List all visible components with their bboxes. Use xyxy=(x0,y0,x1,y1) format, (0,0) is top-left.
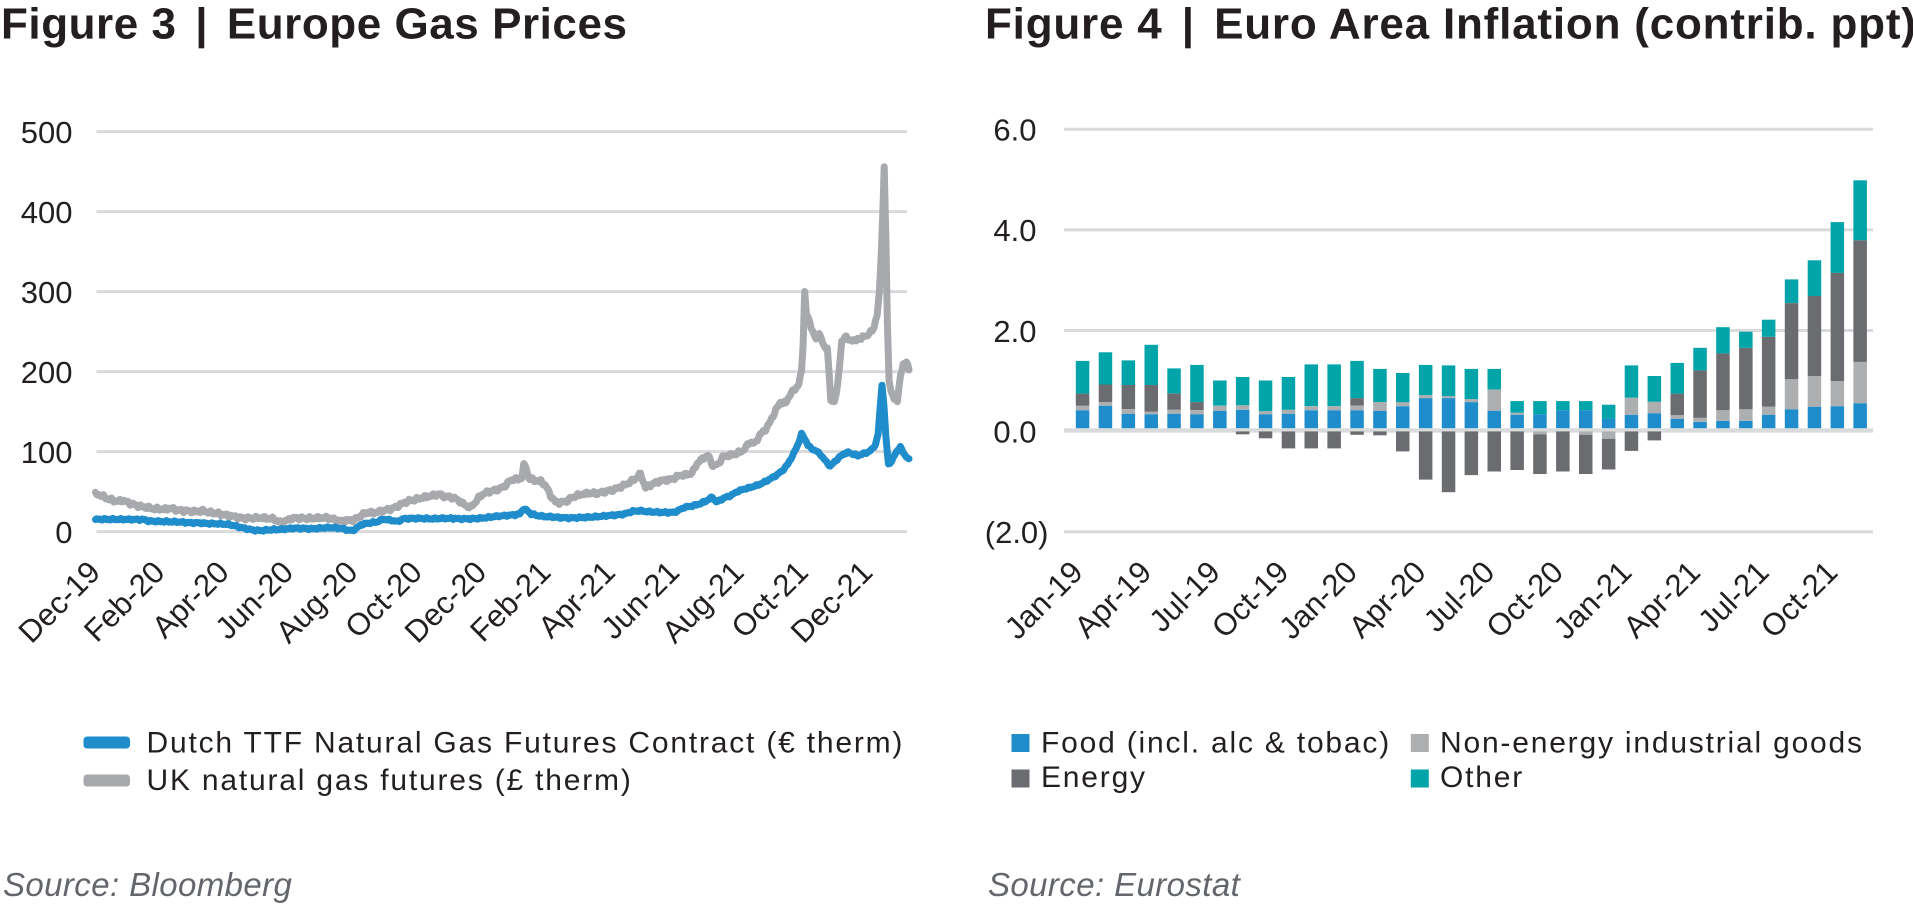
svg-text:Other: Other xyxy=(1440,761,1524,794)
svg-text:300: 300 xyxy=(21,275,73,310)
svg-text:0.0: 0.0 xyxy=(993,414,1036,449)
svg-text:Dutch TTF Natural Gas Futures: Dutch TTF Natural Gas Futures Contract (… xyxy=(147,727,905,760)
svg-text:200: 200 xyxy=(21,355,73,390)
svg-text:Food (incl. alc & tobac): Food (incl. alc & tobac) xyxy=(1041,727,1391,760)
svg-text:500: 500 xyxy=(21,115,73,150)
svg-text:2.0: 2.0 xyxy=(993,314,1036,349)
svg-text:Source: Eurostat: Source: Eurostat xyxy=(988,866,1242,903)
svg-text:Figure 3 | Europe Gas Prices: Figure 3 | Europe Gas Prices xyxy=(1,0,627,50)
svg-text:Energy: Energy xyxy=(1041,761,1147,794)
svg-text:6.0: 6.0 xyxy=(993,113,1036,148)
svg-text:4.0: 4.0 xyxy=(993,213,1036,248)
svg-text:UK natural gas futures (£ ther: UK natural gas futures (£ therm) xyxy=(147,764,633,797)
svg-text:Figure 4 | Euro Area Inflati: Figure 4 | Euro Area Inflation (contrib.… xyxy=(985,0,1913,50)
svg-text:400: 400 xyxy=(21,195,73,230)
svg-text:Non-energy industrial goods: Non-energy industrial goods xyxy=(1440,727,1864,760)
svg-text:(2.0): (2.0) xyxy=(985,515,1049,550)
svg-text:Source: Bloomberg: Source: Bloomberg xyxy=(3,866,293,903)
svg-text:0: 0 xyxy=(55,515,72,550)
svg-text:100: 100 xyxy=(21,435,73,470)
